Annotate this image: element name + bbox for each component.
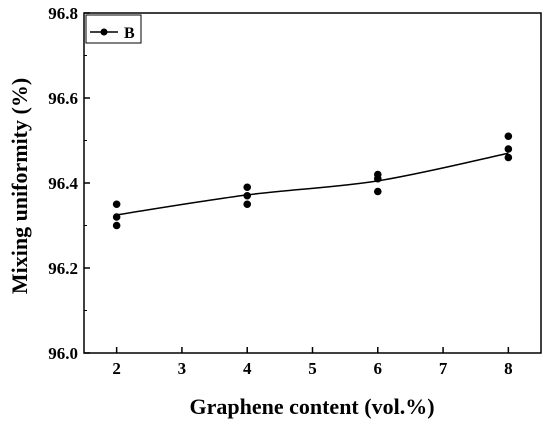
legend-marker: [100, 28, 108, 36]
x-tick-label: 8: [504, 359, 513, 378]
y-axis-ticks: 96.0 96.2 96.4 96.6 96.8: [48, 4, 90, 363]
x-axis-ticks: 2 3 4 5 6 7 8: [112, 347, 513, 378]
data-point: [243, 191, 252, 200]
x-axis-title: Graphene content (vol.%): [189, 394, 434, 419]
x-tick-label: 3: [178, 359, 187, 378]
data-point: [112, 221, 121, 230]
data-point: [373, 187, 382, 196]
data-point: [373, 174, 382, 183]
y-tick-label: 96.8: [48, 4, 78, 23]
legend-box: [85, 14, 142, 44]
data-point: [243, 183, 252, 192]
data-points: [112, 132, 513, 230]
y-tick-label: 96.2: [48, 259, 78, 278]
data-point: [112, 200, 121, 209]
x-tick-label: 7: [439, 359, 448, 378]
x-tick-label: 6: [374, 359, 383, 378]
y-tick-label: 96.6: [48, 89, 78, 108]
legend: B: [85, 14, 142, 44]
x-tick-label: 4: [243, 359, 252, 378]
legend-label: B: [124, 25, 135, 42]
x-tick-label: 5: [308, 359, 317, 378]
plot-frame: [83, 12, 542, 354]
data-point: [112, 213, 121, 221]
y-axis-title: Mixing uniformity (%): [7, 78, 32, 294]
fit-line: [116, 152, 509, 216]
x-tick-label: 2: [112, 359, 121, 378]
data-point: [243, 200, 252, 209]
fit-line-group: [116, 152, 509, 216]
y-tick-label: 96.0: [48, 344, 78, 363]
y-tick-label: 96.4: [48, 174, 78, 193]
data-point: [504, 132, 513, 141]
data-point: [504, 145, 513, 153]
data-point: [504, 153, 513, 162]
